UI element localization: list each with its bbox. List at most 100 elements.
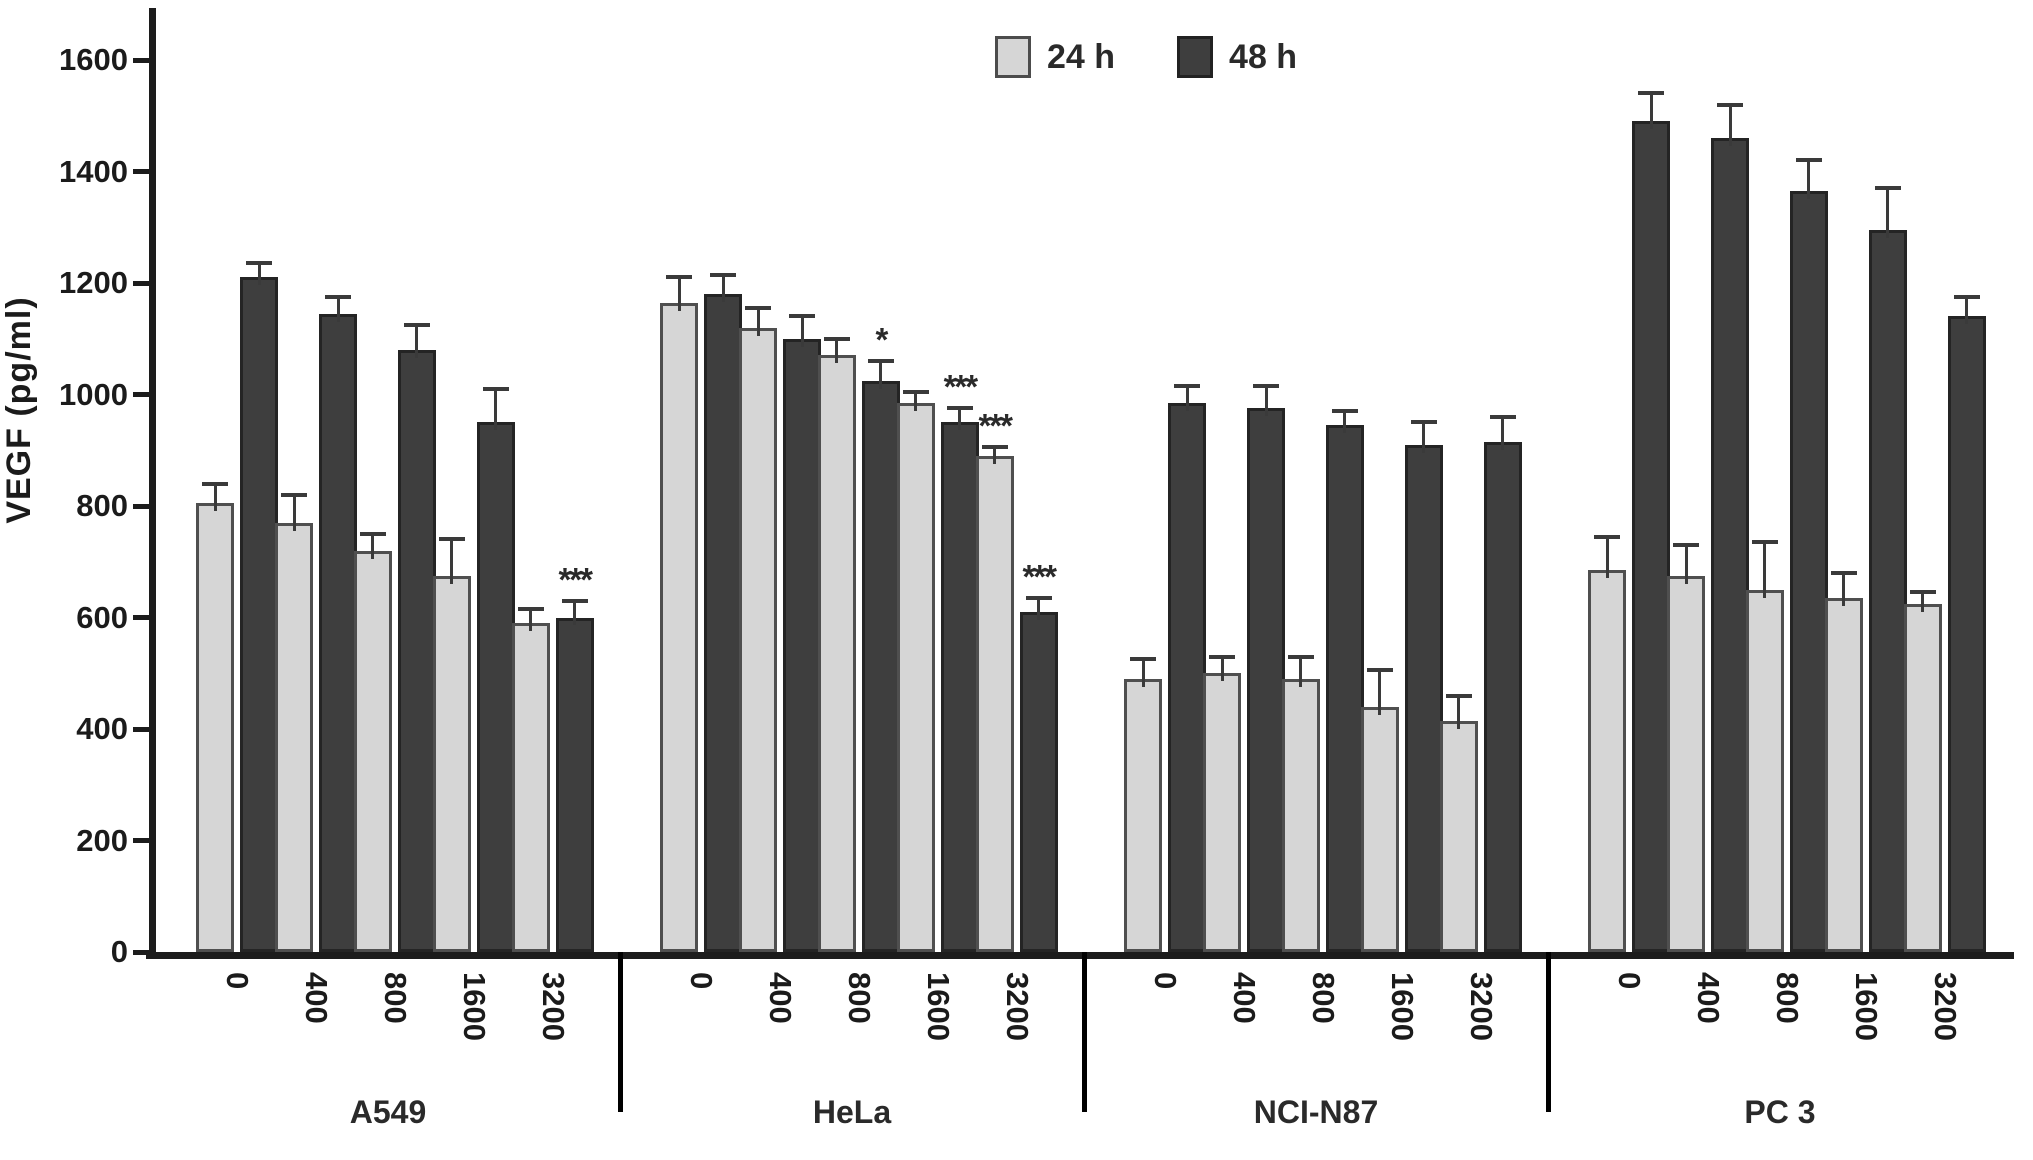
error-bar-cap — [1209, 654, 1236, 659]
bar-48h — [319, 313, 358, 952]
error-bar-cap — [1410, 420, 1437, 425]
error-bar-stem — [1965, 296, 1969, 325]
bar-48h — [1868, 230, 1907, 952]
y-tick-label: 200 — [76, 822, 128, 858]
error-bar-stem — [573, 600, 577, 626]
bar-48h — [555, 617, 594, 952]
error-bar-stem — [213, 483, 217, 512]
x-tick-label: 0 — [1612, 972, 1648, 990]
bar-24h — [739, 327, 778, 952]
significance-marker: * — [875, 321, 889, 359]
x-tick-label: 400 — [299, 972, 335, 1024]
x-tick-label: 3200 — [1927, 972, 1963, 1041]
error-bar-cap — [1287, 654, 1314, 659]
error-bar-stem — [1185, 386, 1189, 411]
significance-marker: *** — [558, 560, 593, 598]
y-tick-label: 600 — [76, 599, 128, 635]
error-bar-cap — [517, 607, 544, 612]
error-bar-cap — [1445, 693, 1472, 698]
error-bar-cap — [325, 294, 352, 299]
y-tick-mark — [133, 726, 150, 732]
bar-48h — [1019, 611, 1058, 952]
error-bar-stem — [1457, 695, 1461, 729]
error-bar-stem — [1141, 659, 1145, 687]
group-label: NCI-N87 — [1253, 1094, 1379, 1130]
error-bar-cap — [1717, 102, 1744, 107]
error-bar-cap — [1953, 294, 1980, 299]
x-tick-label: 400 — [1691, 972, 1727, 1024]
error-bar-stem — [415, 324, 419, 358]
legend-label-24h: 24 h — [1047, 37, 1116, 76]
error-bar-stem — [1728, 104, 1732, 147]
error-bar-stem — [1264, 386, 1268, 417]
x-axis-line — [146, 952, 2014, 959]
error-bar-stem — [835, 338, 839, 364]
error-bar-stem — [677, 277, 681, 311]
error-bar-cap — [359, 531, 386, 536]
error-bar-stem — [1763, 542, 1767, 598]
bar-48h — [1632, 121, 1671, 952]
bar-48h — [1789, 191, 1828, 952]
error-bar-cap — [202, 481, 229, 486]
x-tick-label: 0 — [1148, 972, 1184, 990]
bar-24h — [353, 550, 392, 952]
error-bar-cap — [745, 306, 772, 311]
error-bar-cap — [1673, 543, 1700, 548]
bar-24h — [1281, 678, 1320, 952]
y-axis-title: VEGF (pg/ml) — [0, 296, 38, 524]
error-bar-cap — [666, 275, 693, 280]
legend-swatch-24h — [995, 36, 1031, 78]
error-bar-stem — [1886, 188, 1890, 239]
error-bar-cap — [1253, 384, 1280, 389]
y-tick-label: 1000 — [59, 376, 128, 412]
error-bar-stem — [958, 408, 962, 431]
error-bar-stem — [1684, 545, 1688, 584]
bar-48h — [940, 422, 979, 952]
error-bar-cap — [1174, 384, 1201, 389]
error-bar-stem — [879, 361, 883, 389]
error-bar-cap — [1130, 657, 1157, 662]
x-tick-label: 800 — [1305, 972, 1341, 1024]
bar-24h — [1667, 575, 1706, 952]
bar-24h — [1903, 603, 1942, 952]
error-bar-cap — [482, 386, 509, 391]
error-bar-stem — [800, 316, 804, 347]
error-bar-cap — [403, 322, 430, 327]
error-bar-stem — [1842, 572, 1846, 606]
legend-swatch-48h — [1177, 36, 1214, 78]
error-bar-cap — [246, 261, 273, 266]
x-tick-label: 800 — [1769, 972, 1805, 1024]
error-bar-cap — [710, 272, 737, 277]
error-bar-cap — [1795, 158, 1822, 163]
x-tick-label: 0 — [220, 972, 256, 990]
error-bar-cap — [1638, 91, 1665, 96]
x-tick-label: 1600 — [920, 972, 956, 1041]
legend-label-48h: 48 h — [1229, 37, 1298, 76]
error-bar-stem — [1649, 93, 1653, 130]
bar-24h — [1360, 706, 1399, 952]
y-tick-mark — [133, 615, 150, 620]
bar-24h — [1824, 597, 1863, 952]
x-tick-label: 1600 — [456, 972, 492, 1041]
x-tick-label: 1600 — [1384, 972, 1420, 1041]
error-bar-cap — [1751, 540, 1778, 545]
error-bar-cap — [1366, 668, 1393, 673]
error-bar-cap — [1830, 570, 1857, 575]
x-tick-label: 400 — [1227, 972, 1263, 1024]
bar-48h — [861, 380, 900, 952]
bar-24h — [511, 623, 550, 952]
error-bar-cap — [867, 359, 894, 364]
bar-24h — [896, 402, 935, 952]
bar-24h — [432, 575, 471, 952]
group-divider-line — [1546, 952, 1551, 1112]
error-bar-cap — [281, 492, 308, 497]
error-bar-cap — [1909, 590, 1936, 595]
error-bar-stem — [1807, 160, 1811, 199]
error-bar-cap — [823, 336, 850, 341]
group-label: PC 3 — [1744, 1094, 1816, 1130]
error-bar-stem — [1299, 656, 1303, 687]
bar-48h — [1947, 316, 1986, 952]
bar-24h — [817, 355, 856, 952]
x-tick-label: 800 — [841, 972, 877, 1024]
